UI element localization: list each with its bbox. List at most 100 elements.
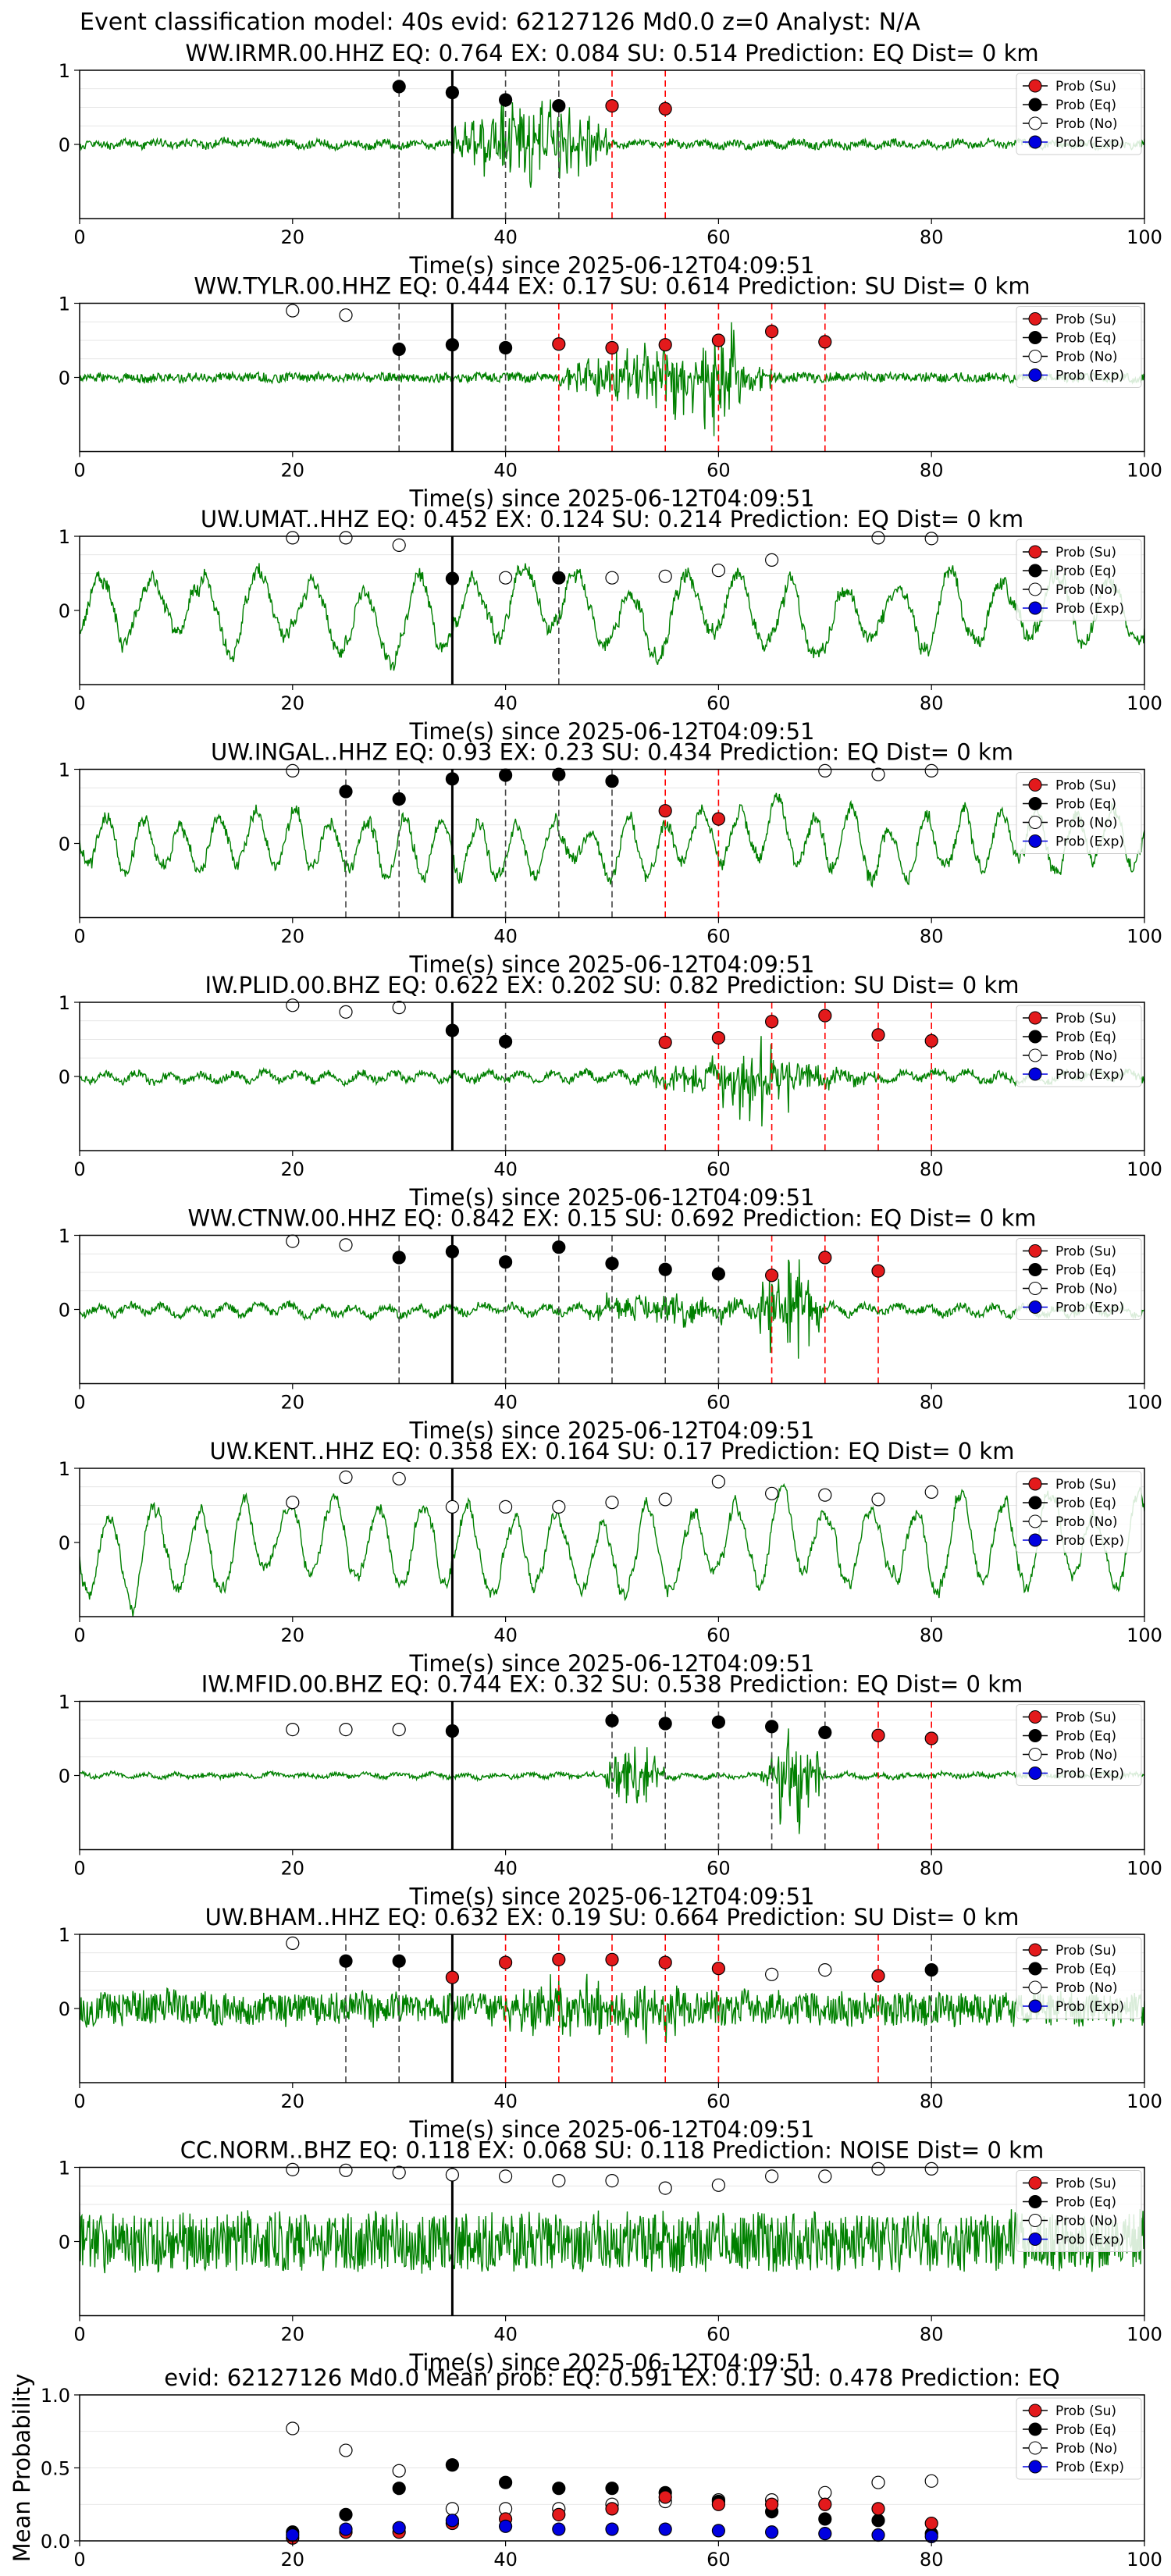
x-tick-label: 100 (1127, 2324, 1162, 2346)
mean-point-su (605, 2502, 619, 2516)
legend-marker-eq (1028, 797, 1042, 810)
prob-point-no (286, 1723, 300, 1737)
x-tick-label: 0 (73, 2549, 85, 2571)
legend-marker-no (1028, 1514, 1042, 1528)
prob-point-no (818, 763, 832, 778)
mean-point-no (871, 2475, 885, 2489)
y-tick-label: 1 (59, 1226, 70, 1247)
prob-point-no (711, 1475, 726, 1489)
prob-point-eq (445, 1023, 460, 1037)
legend-label-exp: Prob (Exp) (1055, 1533, 1124, 1549)
legend-marker-su (1028, 1943, 1042, 1957)
legend-marker-eq (1028, 2195, 1042, 2208)
x-tick-label: 80 (920, 226, 944, 248)
x-tick-label: 40 (493, 460, 518, 482)
legend-label-exp: Prob (Exp) (1055, 1999, 1124, 2015)
mean-point-su (711, 2497, 726, 2511)
prob-point-no (286, 1234, 300, 1248)
prob-point-eq (552, 99, 566, 113)
seismogram-trace (80, 1728, 1144, 1834)
x-tick-label: 60 (707, 1158, 731, 1180)
prob-point-eq (552, 767, 566, 781)
prob-point-su (871, 1028, 885, 1042)
legend-marker-no (1028, 1282, 1042, 1295)
x-tick-label: 60 (707, 1858, 731, 1880)
y-tick-label: 0 (59, 1766, 70, 1788)
mean-point-eq (339, 2507, 353, 2521)
x-axis-label: Time(s) since 2025-06-12T04:09:51 (409, 1884, 815, 1910)
x-tick-label: 60 (707, 2324, 731, 2346)
panel-title: UW.KENT..HHZ EQ: 0.358 EX: 0.164 SU: 0.1… (210, 1438, 1015, 1464)
legend-label-no: Prob (No) (1055, 1048, 1118, 1064)
x-tick-label: 40 (493, 2324, 518, 2346)
x-tick-label: 60 (707, 926, 731, 948)
mean-point-exp (711, 2524, 726, 2538)
x-tick-label: 80 (920, 926, 944, 948)
panel-title: UW.UMAT..HHZ EQ: 0.452 EX: 0.124 SU: 0.2… (201, 506, 1023, 532)
legend-marker-su (1028, 2403, 1042, 2418)
y-axis-label: Mean Probability (9, 2374, 35, 2563)
legend-box (1016, 539, 1142, 621)
prob-point-eq (605, 1256, 619, 1271)
legend-marker-su (1028, 1477, 1042, 1491)
x-axis-label: Time(s) since 2025-06-12T04:09:51 (409, 952, 815, 978)
legend-label-no: Prob (No) (1055, 1980, 1118, 1996)
legend-label-su: Prob (Su) (1055, 1477, 1116, 1493)
station-panel-3: UW.UMAT..HHZ EQ: 0.452 EX: 0.124 SU: 0.2… (59, 506, 1162, 745)
prob-point-eq (764, 1720, 779, 1734)
y-tick-label: 1 (59, 2158, 70, 2179)
prob-point-no (445, 2168, 460, 2182)
x-tick-label: 40 (493, 1858, 518, 1880)
prob-point-no (924, 2161, 938, 2176)
legend-label-su: Prob (Su) (1055, 1943, 1116, 1959)
prob-point-eq (818, 1725, 832, 1739)
legend-label-exp: Prob (Exp) (1055, 135, 1124, 151)
mean-point-eq (818, 2512, 832, 2526)
prob-point-eq (498, 93, 513, 107)
x-tick-label: 40 (493, 926, 518, 948)
prob-point-su (658, 101, 672, 116)
legend-marker-su (1028, 1710, 1042, 1724)
prob-point-su (605, 1952, 619, 1966)
y-tick-label: 1 (59, 294, 70, 315)
prob-point-no (392, 1723, 406, 1737)
legend-label-exp: Prob (Exp) (1055, 601, 1124, 617)
prob-point-su (605, 99, 619, 113)
legend-marker-exp (1028, 2233, 1042, 2246)
y-tick-label: 1 (59, 60, 70, 82)
legend-label-su: Prob (Su) (1055, 79, 1116, 94)
prob-point-su (711, 333, 726, 347)
legend-marker-exp (1028, 1767, 1042, 1780)
axes-frame (79, 1468, 1145, 1617)
x-tick-label: 100 (1127, 2549, 1162, 2571)
y-tick-label: 1 (59, 760, 70, 781)
x-axis-label: Time(s) since 2025-06-12T04:09:51 (409, 2350, 815, 2376)
prob-point-su (764, 1268, 779, 1283)
prob-point-eq (392, 1251, 406, 1265)
seismogram-trace (80, 563, 1144, 671)
x-tick-label: 20 (281, 2090, 305, 2112)
x-tick-label: 100 (1127, 1858, 1162, 1880)
prob-point-no (339, 2163, 353, 2177)
prob-point-no (286, 1496, 300, 1510)
x-tick-label: 20 (281, 1858, 305, 1880)
prob-point-no (286, 1936, 300, 1950)
legend-label-su: Prob (Su) (1055, 1710, 1116, 1726)
prob-point-eq (498, 340, 513, 355)
prob-point-no (658, 1493, 672, 1507)
seismogram-trace (80, 1482, 1144, 1617)
prob-point-no (498, 1500, 513, 1514)
legend-marker-exp (1028, 1067, 1042, 1081)
legend-marker-no (1028, 2214, 1042, 2227)
prob-point-eq (552, 1240, 566, 1254)
legend-marker-eq (1028, 1729, 1042, 1742)
x-tick-label: 0 (73, 926, 85, 948)
station-panel-5: IW.PLID.00.BHZ EQ: 0.622 EX: 0.202 SU: 0… (59, 972, 1162, 1211)
prob-point-no (445, 1500, 460, 1514)
prob-point-no (711, 2178, 726, 2192)
mean-point-exp (498, 2519, 513, 2533)
x-tick-label: 100 (1127, 926, 1162, 948)
y-tick-label: 0 (59, 1998, 70, 2020)
x-tick-label: 40 (493, 1392, 518, 1414)
